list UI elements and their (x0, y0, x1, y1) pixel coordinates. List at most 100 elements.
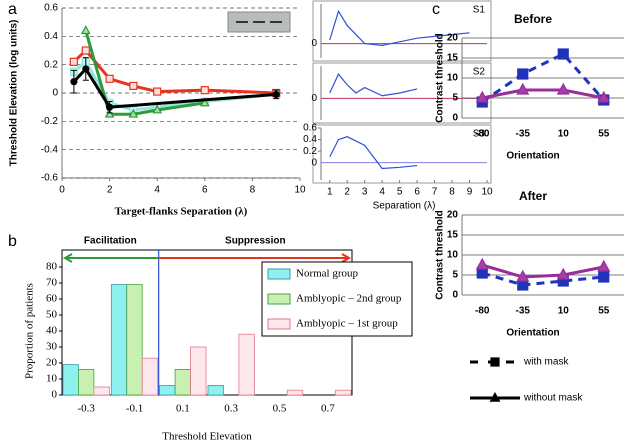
series-line (481, 88, 605, 100)
x-tick-label: 8 (449, 187, 455, 198)
marker (82, 65, 90, 73)
marker (80, 25, 91, 35)
bar (335, 389, 352, 396)
marker (152, 104, 163, 114)
series-line (72, 66, 277, 109)
panel-letter: c (432, 1, 440, 18)
plot-frame (312, 124, 492, 184)
bar (62, 364, 79, 396)
y-axis-label: Contrast threshold (435, 33, 446, 122)
y-tick-label: 15 (447, 230, 459, 241)
marker (106, 103, 114, 111)
legend-swatch (267, 268, 291, 280)
x-tick-label: 55 (598, 129, 610, 140)
marker (598, 271, 610, 283)
bar (110, 284, 128, 396)
marker (517, 68, 529, 80)
y-tick-label: 60 (46, 293, 58, 305)
y-tick-label: 0 (52, 88, 58, 99)
bar (286, 389, 304, 396)
series-line (329, 9, 470, 47)
x-tick-label: 10 (294, 185, 306, 196)
y-tick-label: 0.2 (44, 59, 58, 70)
bar (141, 357, 159, 396)
y-tick-label: 5 (452, 270, 458, 281)
marker (105, 74, 114, 83)
marker (199, 97, 210, 107)
legend-label: Normal group (296, 268, 359, 280)
marker (272, 90, 280, 98)
y-tick-label: 15 (447, 53, 459, 64)
y-tick-label: 80 (46, 261, 58, 273)
y-tick-label: 20 (447, 210, 459, 221)
x-axis-label: Separation (λ) (373, 201, 436, 212)
x-tick-label: 3 (362, 187, 368, 198)
x-tick-label: 5 (397, 187, 403, 198)
series-line (72, 48, 277, 95)
marker (475, 257, 489, 270)
chart-title: S3 (473, 129, 486, 140)
y-tick-label: 0 (311, 38, 317, 49)
bar (238, 333, 255, 396)
legend-label: Amblyopic – 1st group (296, 318, 398, 330)
y-tick-label: 0 (452, 290, 458, 301)
panel-letter: b (8, 233, 17, 250)
x-tick-label: -35 (516, 129, 531, 140)
y-tick-label: -0.2 (41, 116, 59, 127)
y-tick-label: 10 (46, 373, 58, 385)
x-tick-label: -80 (475, 129, 490, 140)
chart-title: S1 (473, 5, 486, 16)
y-tick-label: 70 (46, 277, 58, 289)
x-tick-label: 10 (558, 129, 570, 140)
x-tick-label: -35 (516, 306, 531, 317)
x-tick-label: 0.7 (321, 403, 335, 415)
y-tick-label: 0.6 (44, 3, 58, 14)
marker (556, 267, 570, 280)
chart-title: S2 (473, 67, 486, 78)
x-tick-label: 2 (344, 187, 350, 198)
y-tick-label: 10 (447, 250, 459, 261)
plot-frame (312, 0, 492, 62)
marker (153, 87, 162, 96)
y-tick-label: 40 (46, 325, 58, 337)
y-tick-label: 0 (311, 93, 317, 104)
x-tick-label: 4 (379, 187, 385, 198)
y-tick-label: 0 (52, 389, 58, 401)
panel-letter: a (8, 1, 17, 18)
marker (597, 90, 611, 103)
series-line (481, 52, 605, 104)
x-tick-label: 0 (59, 185, 65, 196)
arrow (62, 253, 159, 263)
x-axis-label: Orientation (506, 151, 559, 162)
y-tick-label: 0.4 (303, 134, 317, 145)
marker (69, 57, 79, 66)
y-tick-label: -0.4 (41, 144, 59, 155)
y-tick-label: -0.6 (41, 173, 59, 184)
marker (475, 90, 489, 103)
y-tick-label: 0.2 (303, 146, 317, 157)
marker (489, 391, 501, 402)
y-tick-label: 50 (46, 309, 58, 321)
legend-label: with mask (523, 357, 569, 368)
y-tick-label: 0 (452, 113, 458, 124)
y-tick-label: 0 (311, 157, 317, 168)
bar (159, 384, 176, 396)
marker (557, 48, 569, 60)
marker (516, 269, 530, 282)
x-axis-label: Target-flanks Separation (λ) (115, 206, 248, 218)
y-tick-label: 20 (46, 357, 58, 369)
x-tick-label: 7 (432, 187, 438, 198)
x-tick-label: 0.5 (273, 403, 287, 415)
x-tick-label: 2 (107, 185, 113, 196)
marker (516, 82, 530, 95)
legend-label: Amblyopic – 2nd group (296, 293, 402, 305)
y-tick-label: 0.4 (44, 31, 58, 42)
x-tick-label: 10 (481, 187, 493, 198)
marker (597, 259, 611, 272)
x-tick-label: 0.3 (224, 403, 238, 415)
x-tick-label: 10 (558, 306, 570, 317)
legend-label: without mask (523, 393, 583, 404)
annotation: Suppression (225, 236, 286, 247)
bar (174, 368, 191, 396)
